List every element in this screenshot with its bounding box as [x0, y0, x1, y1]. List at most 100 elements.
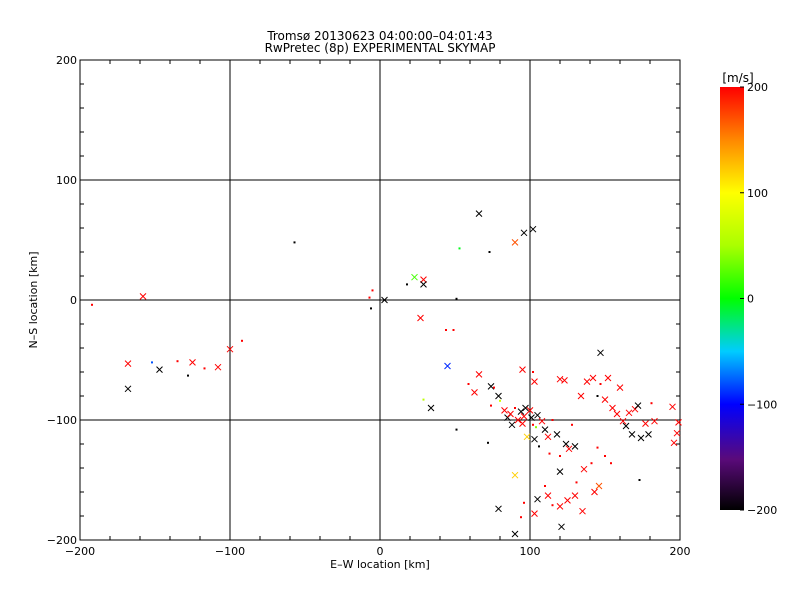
data-point-dot [571, 423, 573, 426]
data-point-dot [91, 303, 93, 306]
data-point-cross [124, 360, 132, 367]
data-point-cross [214, 363, 222, 371]
data-point-cross [381, 296, 388, 304]
data-point-cross [613, 410, 621, 418]
data-point-cross [427, 404, 435, 412]
data-point-cross [579, 507, 586, 515]
data-point-cross [531, 435, 538, 443]
data-point-dot [241, 339, 243, 342]
data-point-cross [522, 404, 529, 412]
data-point-dot [650, 402, 653, 405]
colorbar-tick-label: −200 [747, 504, 777, 517]
data-point-dot [422, 398, 425, 401]
data-point-dot [176, 360, 179, 363]
data-point-cross [529, 225, 537, 233]
data-point-dot [604, 455, 606, 457]
data-point-cross [520, 413, 528, 420]
data-point-cross [645, 431, 652, 438]
data-point-cross [571, 443, 579, 450]
data-point-cross [475, 371, 483, 378]
y-tick-label: −100 [47, 414, 77, 427]
data-point-cross [411, 273, 418, 281]
data-point-cross [495, 505, 502, 513]
data-point-dot [455, 428, 458, 431]
data-point-cross [619, 417, 627, 425]
data-point-cross [156, 366, 163, 373]
data-point-dot [514, 407, 516, 409]
data-point-cross [531, 510, 538, 517]
data-point-dot [523, 501, 525, 504]
data-point-dot [455, 297, 458, 300]
data-point-cross [475, 210, 483, 217]
y-axis-label: N–S location [km] [27, 251, 40, 348]
data-point-dot [458, 247, 461, 250]
colorbar-tick-label: 100 [747, 187, 768, 200]
data-point-dot [370, 307, 372, 310]
data-point-cross [189, 359, 196, 366]
x-axis-label: E–W location [km] [330, 558, 430, 571]
x-axis-ticks: −200 −100 0 100 200 [65, 60, 691, 558]
data-point-cross [609, 404, 616, 412]
data-points [91, 210, 682, 538]
data-point-dot [487, 441, 489, 444]
data-point-dot [499, 399, 501, 402]
y-tick-label: 100 [56, 174, 77, 187]
data-point-cross [541, 426, 549, 433]
data-point-cross [675, 419, 682, 426]
data-point-cross [583, 378, 591, 385]
data-point-cross [558, 523, 565, 531]
colorbar-tick-label: −100 [747, 398, 777, 411]
data-point-dot [575, 481, 578, 484]
data-point-cross [616, 384, 624, 391]
data-point-cross [651, 417, 658, 425]
data-point-dot [493, 386, 495, 389]
data-point-cross [226, 345, 234, 353]
data-point-dot [551, 504, 554, 507]
data-point-cross [642, 420, 649, 427]
data-point-cross [556, 375, 564, 383]
data-point-cross [511, 471, 519, 479]
x-tick-label: 100 [520, 545, 541, 558]
data-point-cross [595, 482, 603, 490]
data-point-cross [571, 492, 579, 499]
data-point-cross [565, 445, 573, 453]
data-point-cross [637, 434, 645, 442]
data-point-cross [625, 409, 633, 417]
y-tick-label: −200 [47, 534, 77, 547]
data-point-cross [601, 396, 609, 403]
data-point-cross [517, 408, 525, 415]
data-point-cross [670, 439, 678, 447]
data-point-cross [669, 403, 676, 411]
y-axis-ticks: −200 −100 0 100 200 [47, 54, 680, 547]
data-point-cross [528, 414, 535, 421]
data-point-dot [559, 455, 561, 457]
data-point-cross [580, 465, 588, 473]
data-point-cross [562, 440, 570, 448]
chart-title: Tromsø 20130623 04:00:00–04:01:43 [266, 29, 492, 43]
data-point-dot [187, 374, 189, 377]
data-point-cross [556, 503, 564, 510]
data-point-cross [673, 429, 681, 437]
data-point-cross [544, 433, 552, 441]
data-point-cross [519, 420, 526, 427]
data-point-cross [508, 421, 516, 429]
data-point-dot [551, 419, 554, 421]
data-point-cross [523, 433, 531, 441]
data-point-cross [561, 377, 568, 384]
data-point-dot [490, 404, 492, 407]
data-point-dot [368, 296, 371, 299]
data-point-cross [556, 468, 564, 475]
data-point-cross [495, 392, 502, 400]
data-point-cross [139, 293, 147, 300]
data-point-cross [511, 239, 519, 246]
y-tick-label: 0 [70, 294, 77, 307]
colorbar-label: [m/s] [722, 71, 753, 85]
data-point-cross [544, 492, 552, 499]
data-point-cross [519, 366, 526, 373]
data-point-cross [417, 314, 424, 322]
y-tick-label: 200 [56, 54, 77, 67]
data-point-dot [590, 462, 593, 465]
data-point-dot [467, 383, 470, 385]
x-tick-label: −200 [65, 545, 95, 558]
data-point-cross [520, 229, 528, 237]
